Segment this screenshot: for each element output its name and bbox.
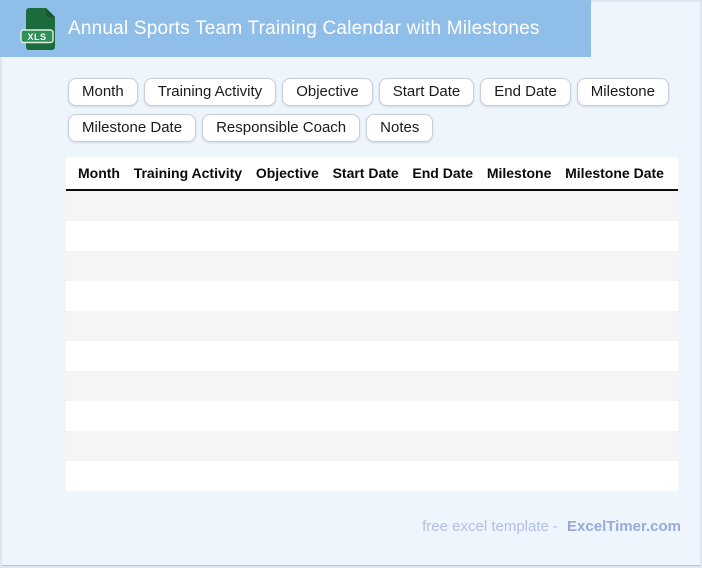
table-row (66, 311, 678, 341)
table-body (66, 191, 678, 491)
column-header-objective: Objective (255, 165, 319, 181)
chip-month[interactable]: Month (68, 78, 138, 106)
table-row (66, 341, 678, 371)
column-header-start-date: Start Date (332, 165, 399, 181)
footer: free excel template - ExcelTimer.com (422, 518, 681, 535)
chip-milestone[interactable]: Milestone (576, 78, 669, 106)
footer-brand-link[interactable]: ExcelTimer.com (567, 518, 681, 535)
table-row (66, 431, 678, 461)
column-header-milestone: Milestone (486, 165, 552, 181)
table-row (66, 461, 678, 491)
column-header-end-date: End Date (412, 165, 474, 181)
table-header-row: Month Training Activity Objective Start … (66, 157, 678, 191)
header-bar: XLS Annual Sports Team Training Calendar… (0, 0, 591, 57)
chip-notes[interactable]: Notes (366, 114, 434, 142)
footer-tagline: free excel template - (422, 518, 559, 535)
chip-objective[interactable]: Objective (282, 78, 373, 106)
table-row (66, 371, 678, 401)
page-title: Annual Sports Team Training Calendar wit… (68, 17, 540, 39)
chip-milestone-date[interactable]: Milestone Date (68, 114, 197, 142)
chip-training-activity[interactable]: Training Activity (143, 78, 277, 106)
table-row (66, 251, 678, 281)
column-header-month: Month (78, 165, 120, 181)
xls-badge-label: XLS (27, 31, 46, 41)
column-header-milestone-date: Milestone Date (565, 165, 664, 181)
table-row (66, 191, 678, 221)
chip-end-date[interactable]: End Date (480, 78, 571, 106)
table-row (66, 281, 678, 311)
xls-file-icon: XLS (20, 7, 55, 50)
calendar-table: Month Training Activity Objective Start … (66, 157, 678, 491)
table-row (66, 221, 678, 251)
chip-responsible-coach[interactable]: Responsible Coach (202, 114, 361, 142)
field-chips: Month Training Activity Objective Start … (68, 78, 688, 142)
table-row (66, 401, 678, 431)
chip-start-date[interactable]: Start Date (378, 78, 475, 106)
column-header-training-activity: Training Activity (133, 165, 243, 181)
